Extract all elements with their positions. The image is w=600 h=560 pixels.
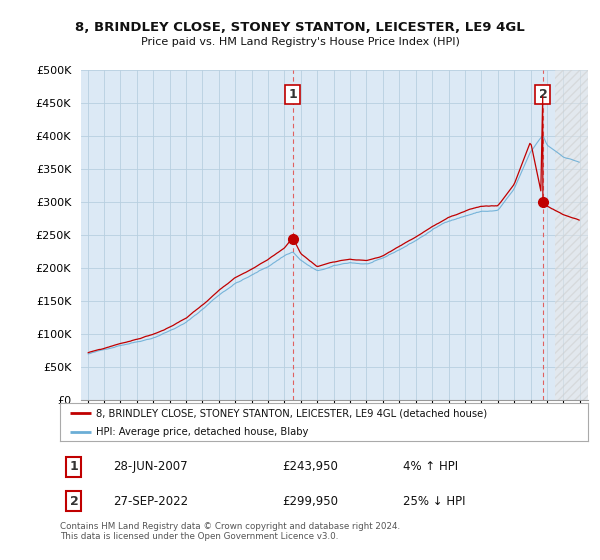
Text: 4% ↑ HPI: 4% ↑ HPI [403,460,458,473]
Text: 1: 1 [70,460,78,473]
Bar [555,70,588,400]
Text: Contains HM Land Registry data © Crown copyright and database right 2024.
This d: Contains HM Land Registry data © Crown c… [60,522,400,542]
Text: 27-SEP-2022: 27-SEP-2022 [113,494,188,507]
Text: 1: 1 [288,88,297,101]
Text: 28-JUN-2007: 28-JUN-2007 [113,460,187,473]
Text: 2: 2 [539,88,547,101]
Text: 8, BRINDLEY CLOSE, STONEY STANTON, LEICESTER, LE9 4GL (detached house): 8, BRINDLEY CLOSE, STONEY STANTON, LEICE… [96,408,487,418]
Text: £243,950: £243,950 [282,460,338,473]
Text: 25% ↓ HPI: 25% ↓ HPI [403,494,466,507]
Text: 8, BRINDLEY CLOSE, STONEY STANTON, LEICESTER, LE9 4GL: 8, BRINDLEY CLOSE, STONEY STANTON, LEICE… [75,21,525,34]
Text: 2: 2 [70,494,78,507]
Text: Price paid vs. HM Land Registry's House Price Index (HPI): Price paid vs. HM Land Registry's House … [140,37,460,47]
Text: £299,950: £299,950 [282,494,338,507]
Text: HPI: Average price, detached house, Blaby: HPI: Average price, detached house, Blab… [96,427,308,437]
